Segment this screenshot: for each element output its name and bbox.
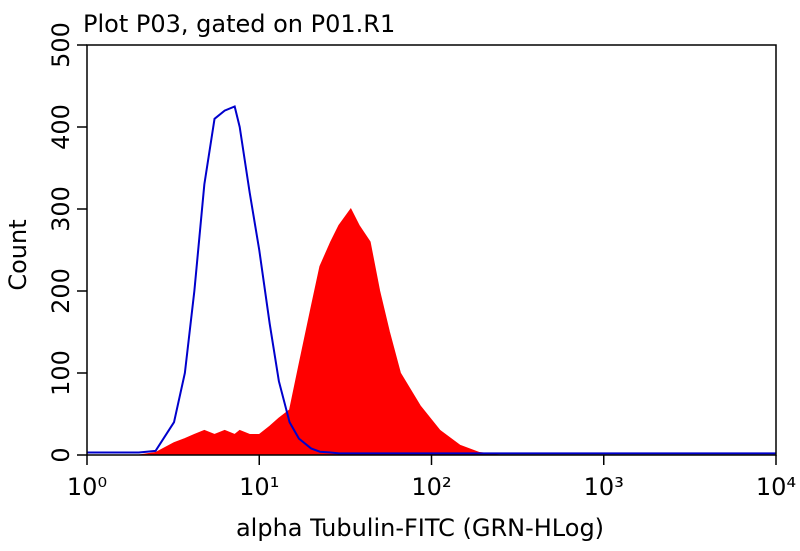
y-tick-label: 400 bbox=[47, 104, 75, 150]
x-tick-label: 10³ bbox=[584, 473, 624, 501]
y-tick-label: 500 bbox=[47, 22, 75, 68]
x-axis-label: alpha Tubulin-FITC (GRN-HLog) bbox=[236, 514, 604, 542]
x-tick-label: 10⁰ bbox=[67, 473, 107, 501]
chart-title: Plot P03, gated on P01.R1 bbox=[83, 10, 395, 38]
y-tick-label: 300 bbox=[47, 186, 75, 232]
x-tick-label: 10¹ bbox=[239, 473, 279, 501]
y-tick-label: 0 bbox=[47, 447, 75, 462]
histogram-line bbox=[87, 105, 776, 455]
histogram-area bbox=[87, 208, 776, 456]
y-tick-label: 100 bbox=[47, 350, 75, 396]
plot-frame bbox=[86, 44, 777, 456]
x-tick-label: 10⁴ bbox=[756, 473, 796, 501]
x-tick-label: 10² bbox=[411, 473, 451, 501]
y-axis-label: Count bbox=[4, 219, 32, 290]
y-tick-label: 200 bbox=[47, 268, 75, 314]
